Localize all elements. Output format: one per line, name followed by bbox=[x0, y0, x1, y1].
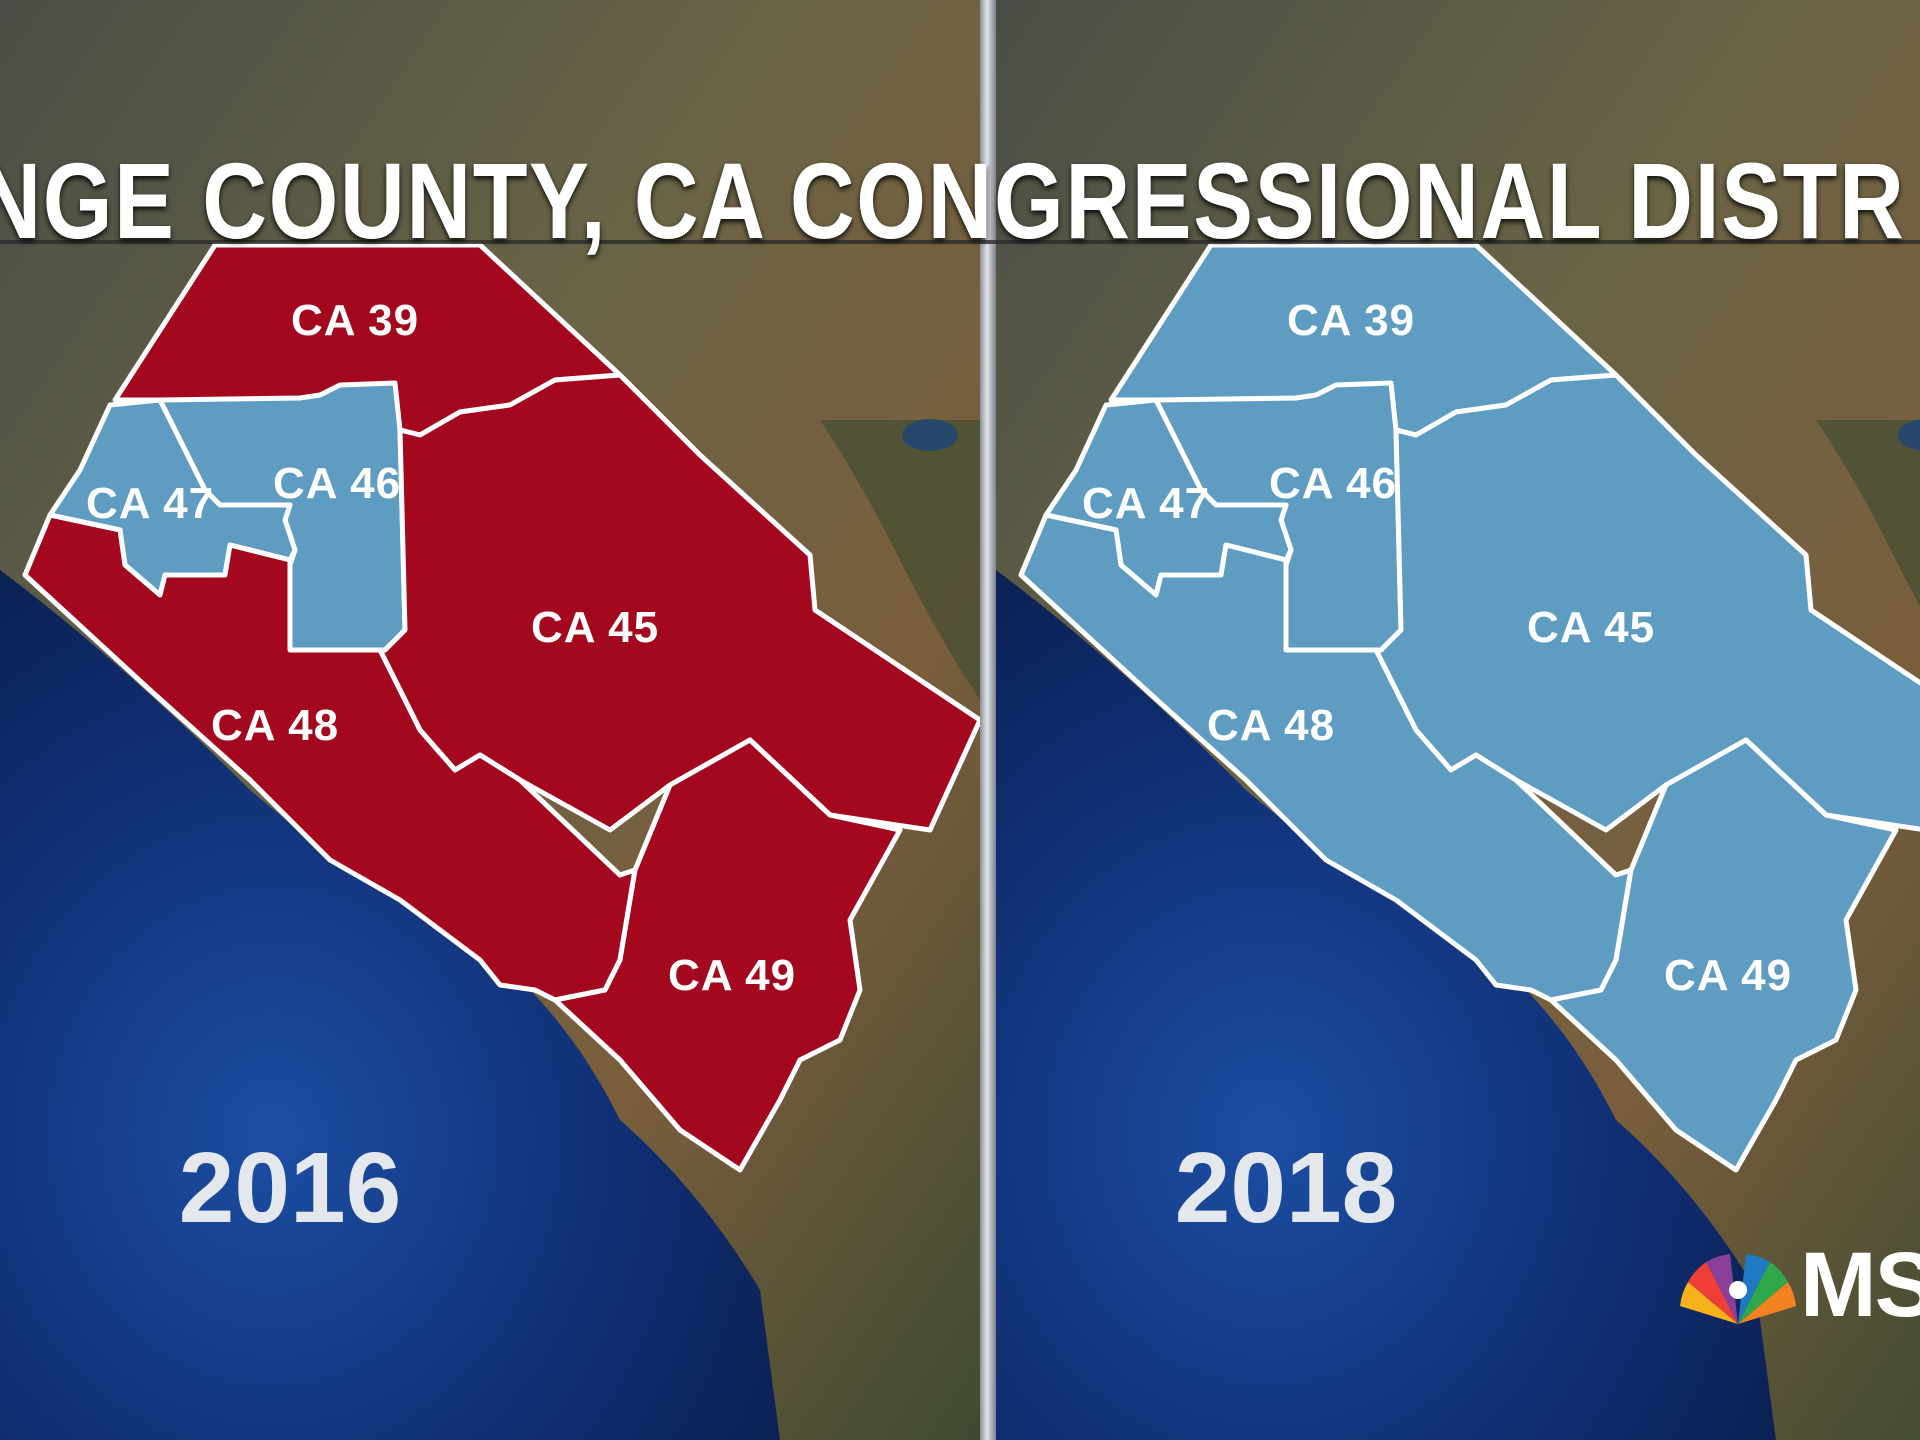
district-ca-49 bbox=[1548, 737, 1899, 1173]
district-label: CA 46 bbox=[1269, 459, 1397, 508]
district-ca-49 bbox=[552, 737, 903, 1173]
district-label: CA 49 bbox=[668, 951, 796, 1000]
title-underline bbox=[0, 240, 1920, 244]
ocean bbox=[0, 570, 780, 1440]
district-ca-48 bbox=[22, 512, 638, 1003]
district-label: CA 47 bbox=[1082, 479, 1210, 528]
district-labels: CA 39 CA 46 CA 47 CA 45 CA 48 CA 49 bbox=[1082, 296, 1792, 1000]
district-ca-48 bbox=[1018, 512, 1634, 1003]
page-title: ANGE COUNTY, CA CONGRESSIONAL DISTR bbox=[0, 140, 1906, 261]
district-label: CA 45 bbox=[531, 603, 659, 652]
mountain-range bbox=[820, 420, 980, 700]
year-label: 2016 bbox=[179, 1132, 401, 1244]
district-label: CA 47 bbox=[86, 479, 214, 528]
district-label: CA 49 bbox=[1664, 951, 1792, 1000]
district-label: CA 39 bbox=[1287, 296, 1415, 345]
district-label: CA 46 bbox=[273, 459, 401, 508]
lake bbox=[1898, 419, 1920, 451]
district-label: CA 48 bbox=[211, 701, 339, 750]
district-label: CA 48 bbox=[1207, 701, 1335, 750]
district-labels: CA 39 CA 46 CA 47 CA 45 CA 48 CA 49 bbox=[86, 296, 796, 1000]
district-label: CA 45 bbox=[1527, 603, 1655, 652]
panel-divider bbox=[980, 0, 996, 1440]
district-shapes bbox=[22, 242, 980, 1173]
mountain-range bbox=[1816, 420, 1920, 607]
year-label: 2018 bbox=[1175, 1132, 1397, 1244]
peacock-logo-icon bbox=[1680, 1254, 1796, 1324]
district-label: CA 39 bbox=[291, 296, 419, 345]
ocean bbox=[996, 570, 1776, 1440]
district-shapes bbox=[1018, 242, 1920, 1173]
network-logo-text: MS bbox=[1800, 1234, 1920, 1336]
lake bbox=[902, 419, 958, 451]
